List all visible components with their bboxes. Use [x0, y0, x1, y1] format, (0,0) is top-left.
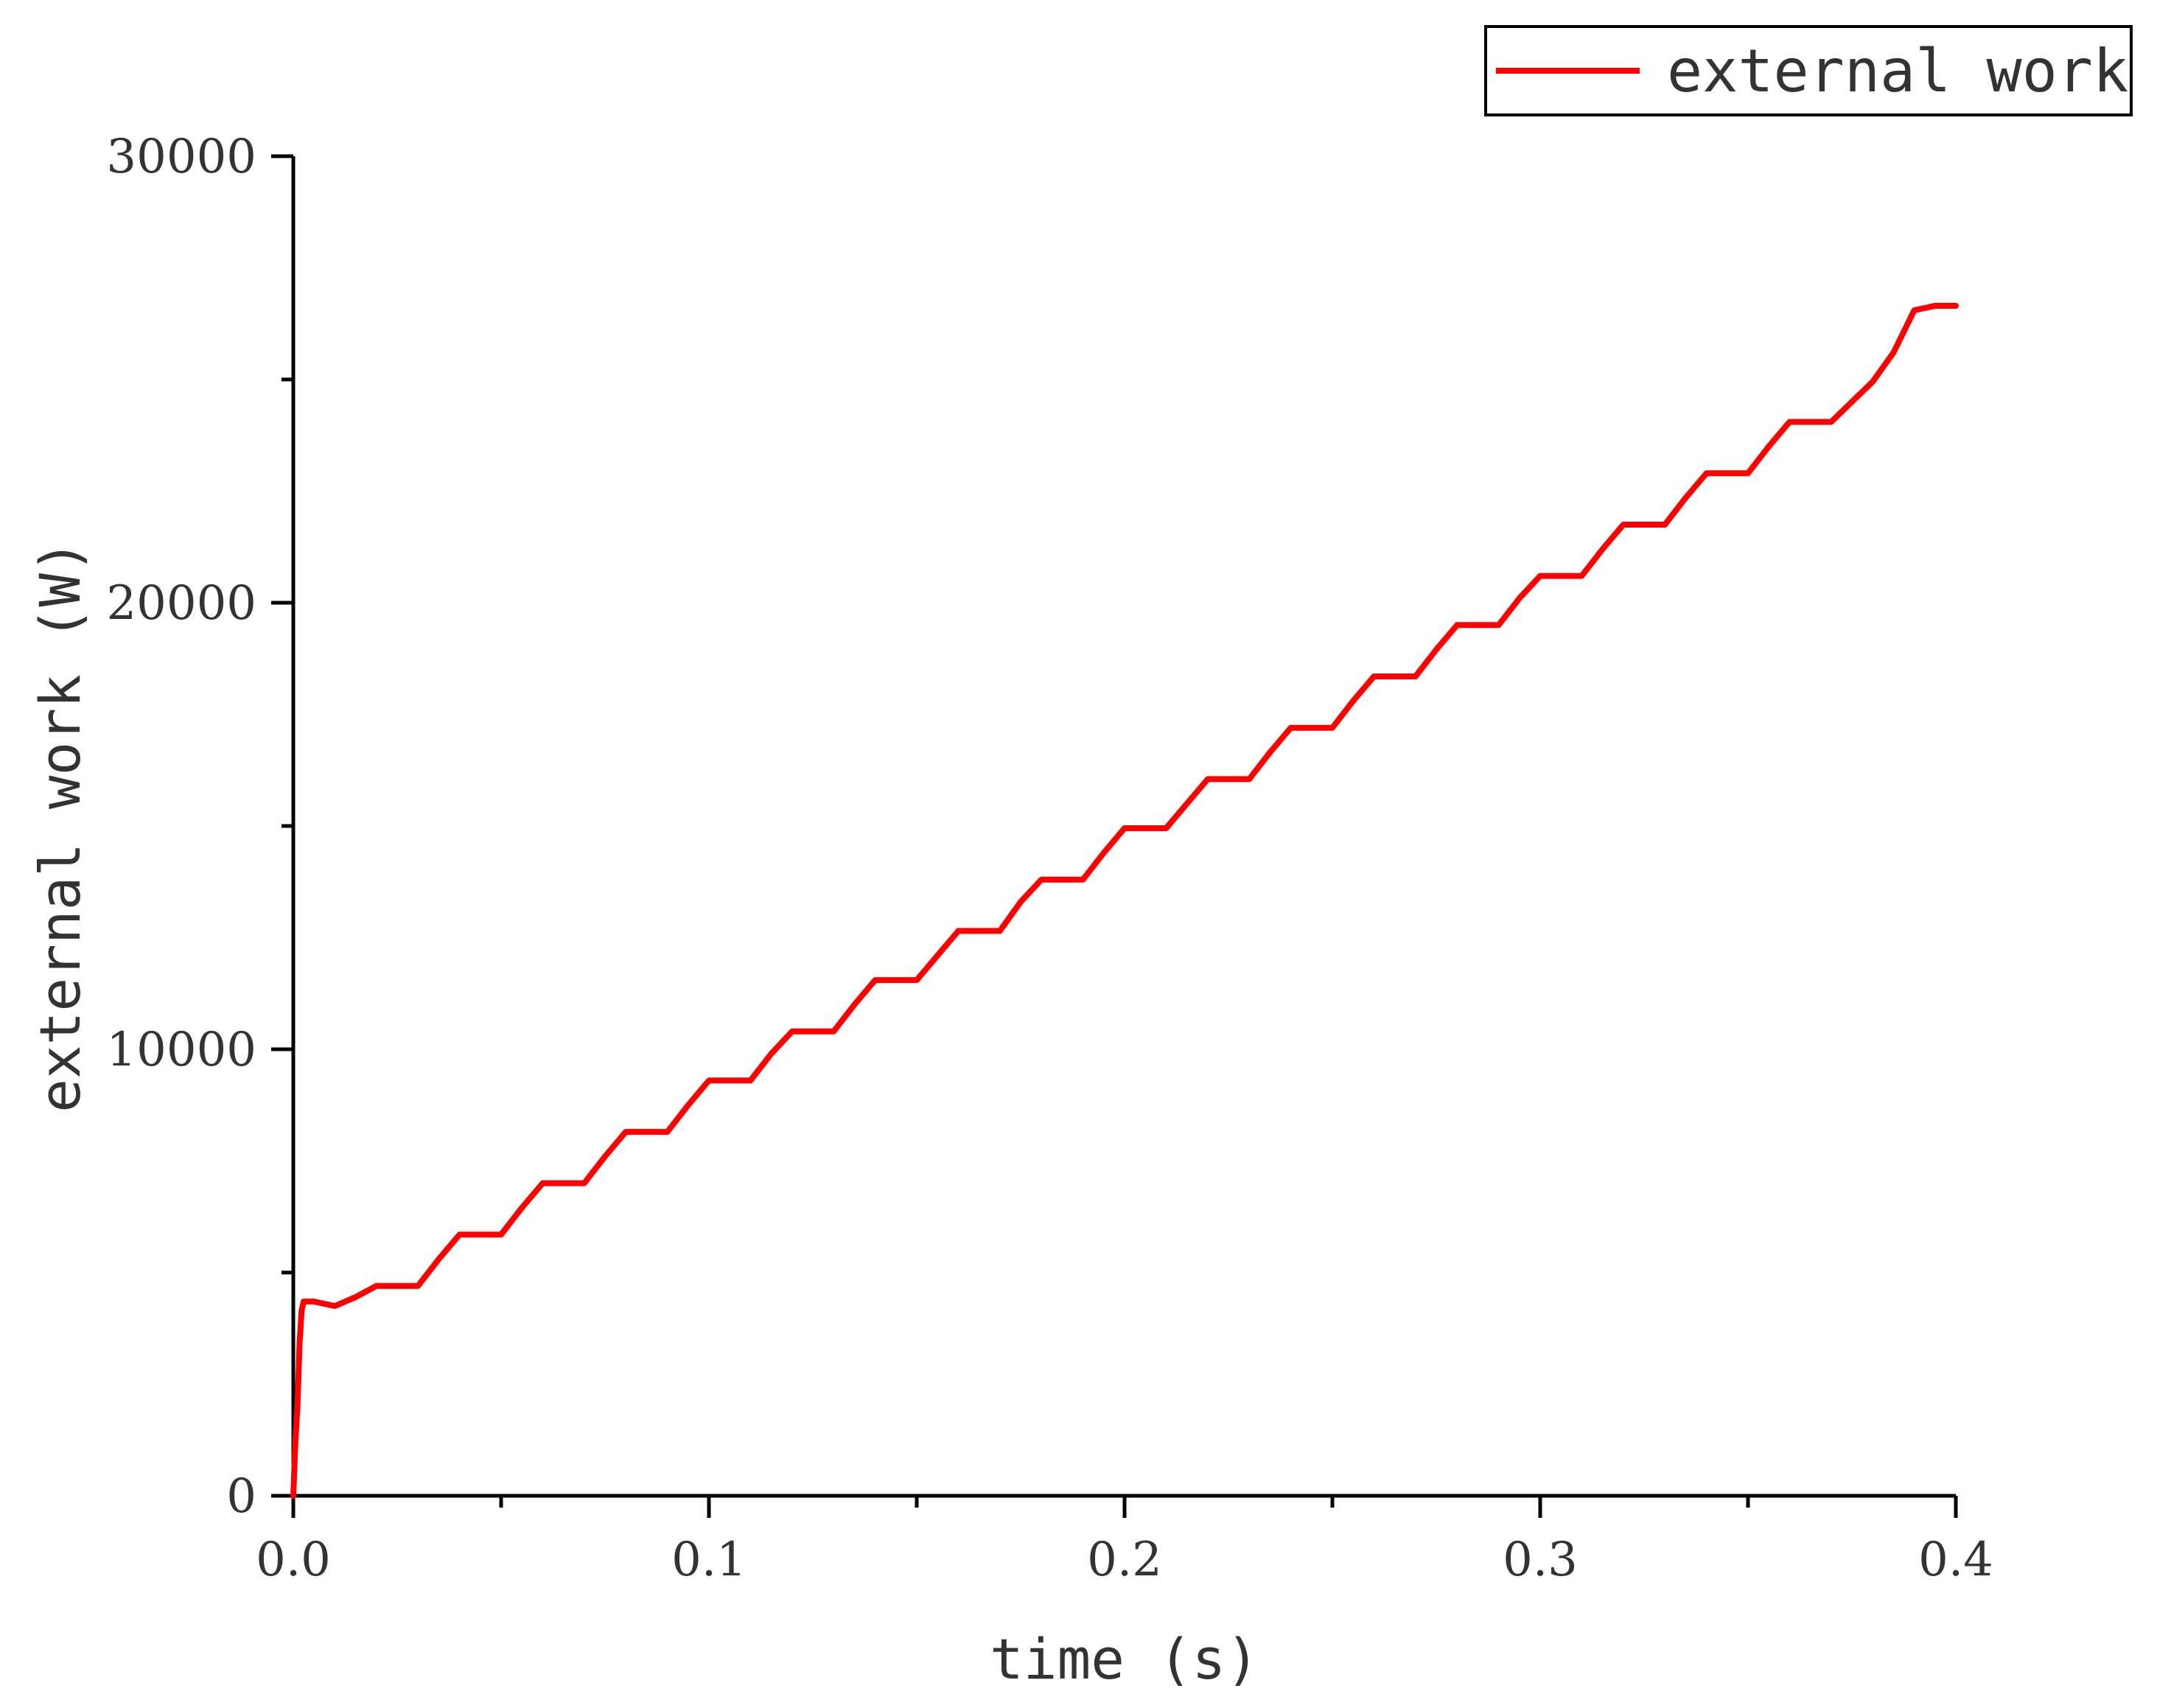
y-tick-label: 0: [226, 1469, 256, 1524]
x-tick-label: 0.1: [671, 1533, 747, 1587]
x-axis-title: time (s): [990, 1626, 1259, 1692]
axes: 0.0 0.1 0.2 0.3 0.4 0 10000 20000 30000: [106, 130, 1993, 1587]
series-layer: [290, 303, 1959, 1499]
x-tick-label: 0.2: [1087, 1533, 1162, 1587]
x-tick-label: 0.4: [1918, 1533, 1993, 1587]
x-tick-label: 0.0: [256, 1533, 331, 1587]
y-tick-label: 10000: [106, 1023, 256, 1077]
x-tick-label: 0.3: [1503, 1533, 1578, 1587]
legend: external work: [1484, 25, 2133, 116]
y-tick-label: 30000: [106, 130, 256, 184]
y-axis-title: external work (W): [27, 539, 93, 1113]
series-line-external-work: [290, 303, 1959, 1499]
y-tick-label: 20000: [106, 576, 256, 631]
legend-label: external work: [1667, 37, 2128, 105]
